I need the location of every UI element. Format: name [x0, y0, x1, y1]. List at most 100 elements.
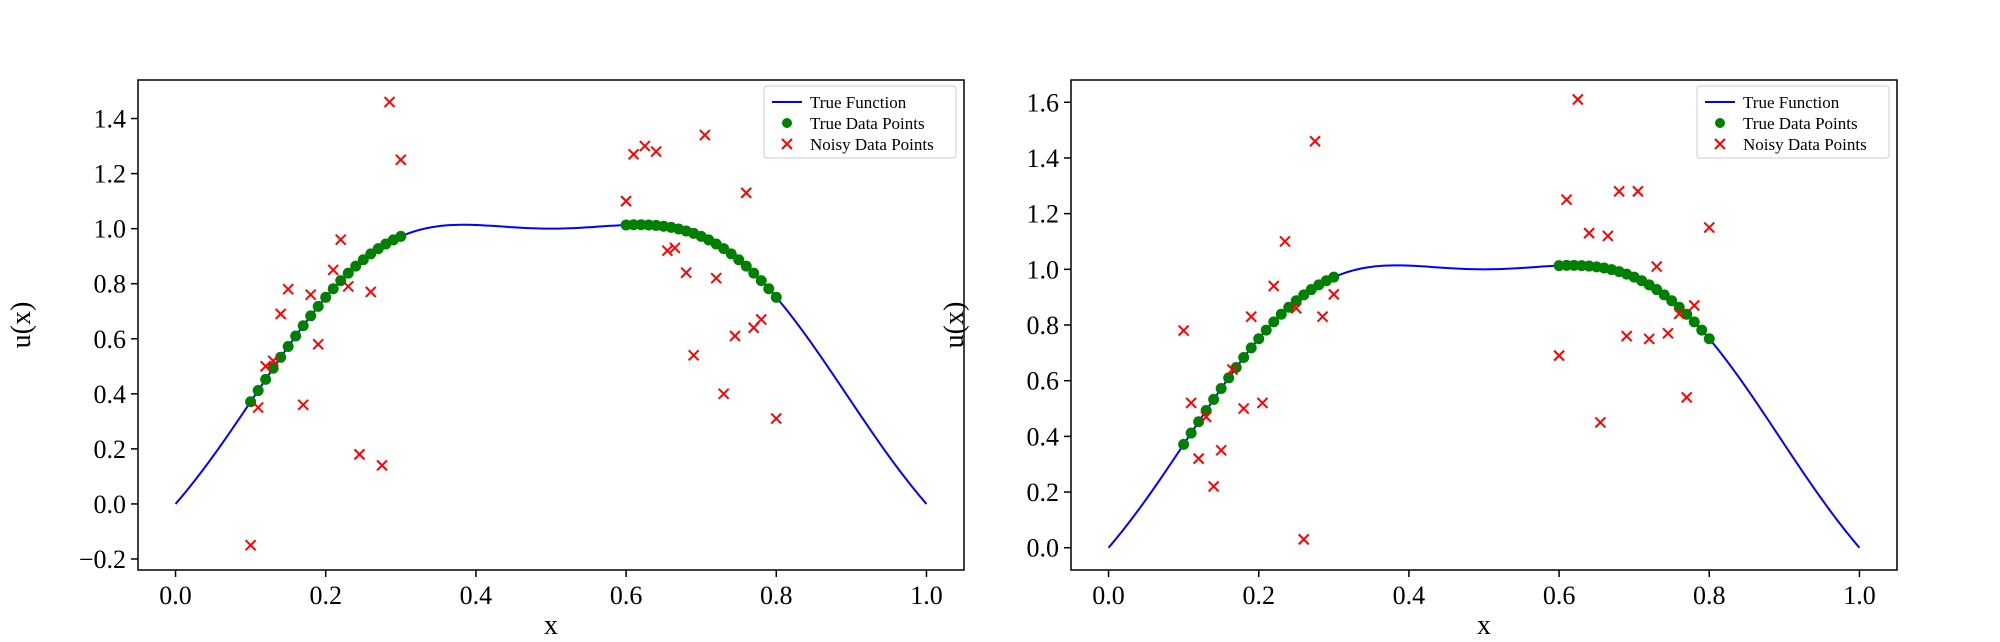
noisy-data-point	[312, 338, 324, 350]
legend-box	[763, 85, 957, 159]
y-tick-label: 0.6	[94, 325, 127, 354]
true-data-point	[1260, 324, 1272, 336]
y-axis-label: u(x)	[939, 302, 970, 349]
x-tick-label: 0.0	[159, 581, 192, 610]
noisy-data-point	[1681, 391, 1693, 404]
true-data-point	[1268, 316, 1280, 328]
x-axis-ticks: 0.0 0.2 0.4 0.6 0.8 1.0	[1092, 570, 1876, 610]
noisy-data-point	[661, 244, 674, 257]
true-data-point	[1688, 316, 1700, 328]
true-data-point	[1658, 289, 1670, 301]
true-data-point	[260, 373, 272, 385]
true-data-point	[1275, 308, 1287, 320]
true-data-point	[1230, 362, 1242, 374]
chart-right: 0.0 0.2 0.4 0.6 0.8 1.0 0.0 0.2 0.4 0.6 0.8 1.0 1.2…	[939, 79, 1898, 641]
true-data-point	[755, 275, 767, 287]
noisy-data-point	[639, 140, 651, 152]
noisy-data-point	[680, 266, 692, 279]
true-data-point	[335, 275, 347, 287]
true-data-point	[1253, 333, 1265, 345]
noisy-data-point	[1268, 280, 1280, 292]
true-data-point	[1215, 383, 1227, 395]
true-data-point	[1290, 295, 1302, 307]
noisy-data-points	[1177, 93, 1715, 546]
noisy-data-point	[620, 195, 632, 207]
noisy-data-point	[327, 264, 339, 276]
y-tick-label: 0.8	[94, 270, 127, 299]
true-data-point	[748, 267, 760, 279]
noisy-data-point	[259, 360, 272, 372]
noisy-data-point	[729, 330, 741, 342]
true-data-points	[245, 219, 782, 408]
noisy-data-point	[1583, 227, 1595, 239]
x-tick-label: 0.6	[610, 581, 643, 610]
legend-label-noisy-data-points: Noisy Data Points	[810, 135, 934, 154]
noisy-data-point	[1651, 260, 1663, 273]
noisy-data-point	[1245, 310, 1257, 323]
noisy-data-point	[342, 280, 354, 293]
true-data-point	[282, 341, 294, 353]
true-data-point	[1193, 416, 1205, 428]
legend-x-swatch	[781, 138, 793, 150]
y-tick-label: 0.2	[1027, 478, 1060, 507]
noisy-data-point	[627, 148, 640, 161]
true-data-point	[275, 351, 287, 363]
x-tick-label: 0.4	[1393, 581, 1426, 610]
true-data-point	[305, 310, 317, 322]
noisy-data-point	[699, 129, 711, 141]
noisy-data-point	[1177, 324, 1190, 337]
noisy-data-point	[244, 539, 257, 551]
noisy-data-point	[1226, 363, 1239, 376]
true-data-point	[342, 267, 354, 279]
noisy-data-point	[1290, 302, 1302, 315]
noisy-data-point	[1553, 349, 1565, 362]
noisy-data-points	[244, 96, 782, 551]
y-axis-ticks: 0.0 0.2 0.4 0.6 0.8 1.0 1.2 1.4 1.6	[1027, 88, 1071, 563]
y-tick-label: 0.4	[94, 380, 127, 409]
true-data-point	[1223, 372, 1235, 384]
noisy-data-point	[365, 286, 377, 298]
y-axis-label: u(x)	[6, 302, 37, 349]
x-tick-label: 0.0	[1092, 581, 1125, 610]
true-data-point	[1666, 295, 1678, 307]
noisy-data-point	[718, 388, 730, 400]
true-data-point	[1703, 333, 1715, 345]
noisy-data-point	[1643, 333, 1655, 345]
noisy-data-point	[1703, 221, 1715, 234]
noisy-data-point	[687, 349, 700, 361]
noisy-data-point	[297, 399, 309, 411]
noisy-data-point	[710, 272, 722, 284]
true-data-point	[740, 260, 752, 272]
true-data-point	[763, 283, 775, 295]
legend: True Function True Data Points Noisy Dat…	[763, 85, 957, 159]
x-axis-label: x	[544, 610, 558, 641]
noisy-data-point	[353, 448, 366, 461]
true-data-point	[1208, 393, 1220, 405]
x-tick-label: 0.2	[309, 581, 342, 610]
true-data-point	[1681, 308, 1693, 320]
x-tick-label: 0.8	[760, 581, 793, 610]
y-tick-label: 1.4	[1027, 144, 1060, 173]
noisy-data-point	[383, 96, 396, 108]
y-tick-label: 1.6	[1027, 88, 1060, 117]
true-data-point	[1178, 438, 1190, 450]
noisy-data-point	[1279, 235, 1291, 248]
legend: True Function True Data Points Noisy Dat…	[1696, 85, 1890, 159]
x-tick-label: 0.2	[1242, 581, 1275, 610]
true-data-point	[395, 230, 407, 242]
y-tick-label: −0.2	[79, 545, 126, 574]
x-tick-label: 1.0	[1843, 581, 1876, 610]
true-data-point	[770, 291, 782, 303]
noisy-data-point	[755, 313, 767, 326]
noisy-data-point	[1298, 533, 1310, 546]
noisy-data-point	[1309, 135, 1321, 147]
x-tick-label: 0.4	[460, 581, 493, 610]
noisy-data-point	[395, 154, 407, 166]
noisy-data-point	[335, 233, 347, 246]
noisy-data-point	[770, 412, 782, 425]
legend-label-true-function: True Function	[1743, 93, 1840, 112]
x-axis-label: x	[1477, 610, 1491, 641]
y-axis-ticks: −0.2 0.0 0.2 0.4 0.6 0.8 1.0 1.2 1.4	[79, 105, 138, 574]
noisy-data-point	[305, 289, 317, 301]
